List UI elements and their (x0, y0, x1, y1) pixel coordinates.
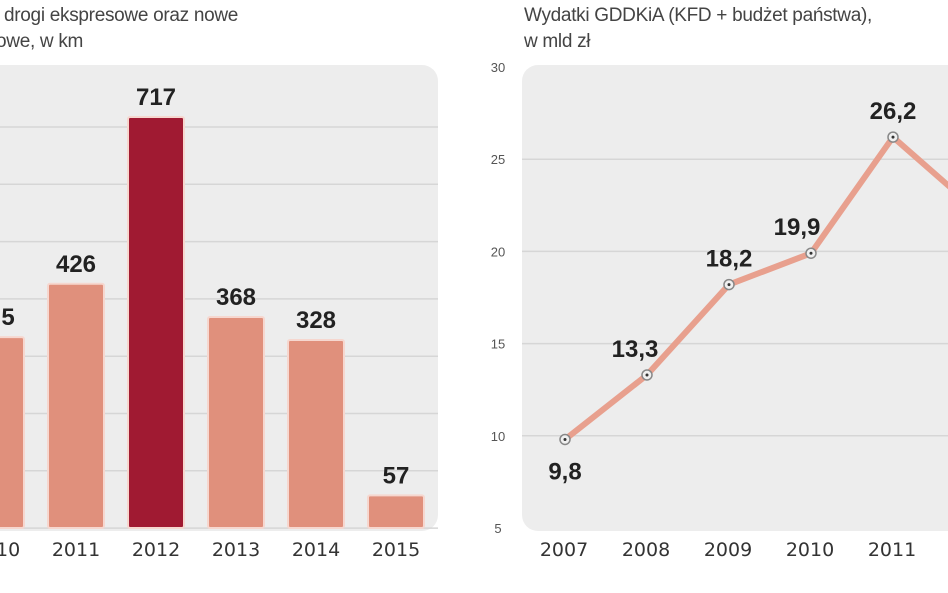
bar-x-label-2014: 2014 (292, 539, 340, 561)
bar-x-label-2011: 2011 (52, 539, 100, 561)
bar-x-label-2012: 2012 (132, 539, 180, 561)
line-data-label-2008: 13,3 (612, 336, 659, 363)
bar-2012 (127, 116, 185, 529)
line-series (563, 132, 948, 442)
line-data-label-2009: 18,2 (706, 246, 753, 273)
left-chart-title-line1: drogi ekspresowe oraz nowe (4, 5, 239, 26)
y-tick-25: 25 (491, 152, 505, 167)
line-point-center-2011 (891, 135, 895, 139)
bar-data-label-2013: 368 (216, 284, 256, 311)
bar-2015 (367, 494, 425, 529)
line-data-label-2011: 26,2 (870, 98, 917, 125)
bar-x-label-2013: 2013 (212, 539, 260, 561)
y-tick-30: 30 (491, 60, 505, 75)
bar-data-label-2014: 328 (296, 307, 336, 334)
line-x-label-2010: 2010 (786, 539, 834, 561)
bar-x-label-2015: 2015 (372, 539, 420, 561)
line-x-label-2009: 2009 (704, 539, 752, 561)
line-x-label-2011: 2011 (868, 539, 916, 561)
bar-2010 (0, 336, 25, 529)
bar-data-label-2010: 5 (1, 304, 14, 331)
right-chart-title-line1: Wydatki GDDKiA (KFD + budżet państwa), (524, 5, 872, 26)
bar-2013 (207, 316, 265, 529)
line-point-center-2007 (563, 437, 567, 441)
y-tick-10: 10 (491, 429, 505, 444)
bar-x-label-2010: 2010 (0, 539, 20, 561)
bar-data-label-2015: 57 (383, 462, 410, 489)
right-chart-title-line2: w mld zł (524, 31, 591, 52)
left-chart-title-line2: owe, w km (0, 31, 84, 52)
bar-2014 (287, 338, 345, 530)
line-data-label-2007: 9,8 (548, 458, 581, 485)
y-tick-15: 15 (491, 337, 505, 352)
line-chart-panel (522, 65, 948, 531)
line-point-center-2010 (809, 251, 813, 255)
y-tick-20: 20 (491, 244, 505, 259)
line-data-label-2010: 19,9 (774, 214, 821, 241)
bar-data-label-2011: 426 (56, 251, 96, 278)
line-x-label-2008: 2008 (622, 539, 670, 561)
line-point-center-2008 (645, 373, 649, 377)
line-point-center-2009 (727, 283, 731, 287)
line-x-label-2007: 2007 (540, 539, 588, 561)
bar-data-label-2012: 717 (136, 84, 176, 111)
bar-2011 (47, 282, 105, 529)
y-tick-5: 5 (494, 521, 501, 536)
